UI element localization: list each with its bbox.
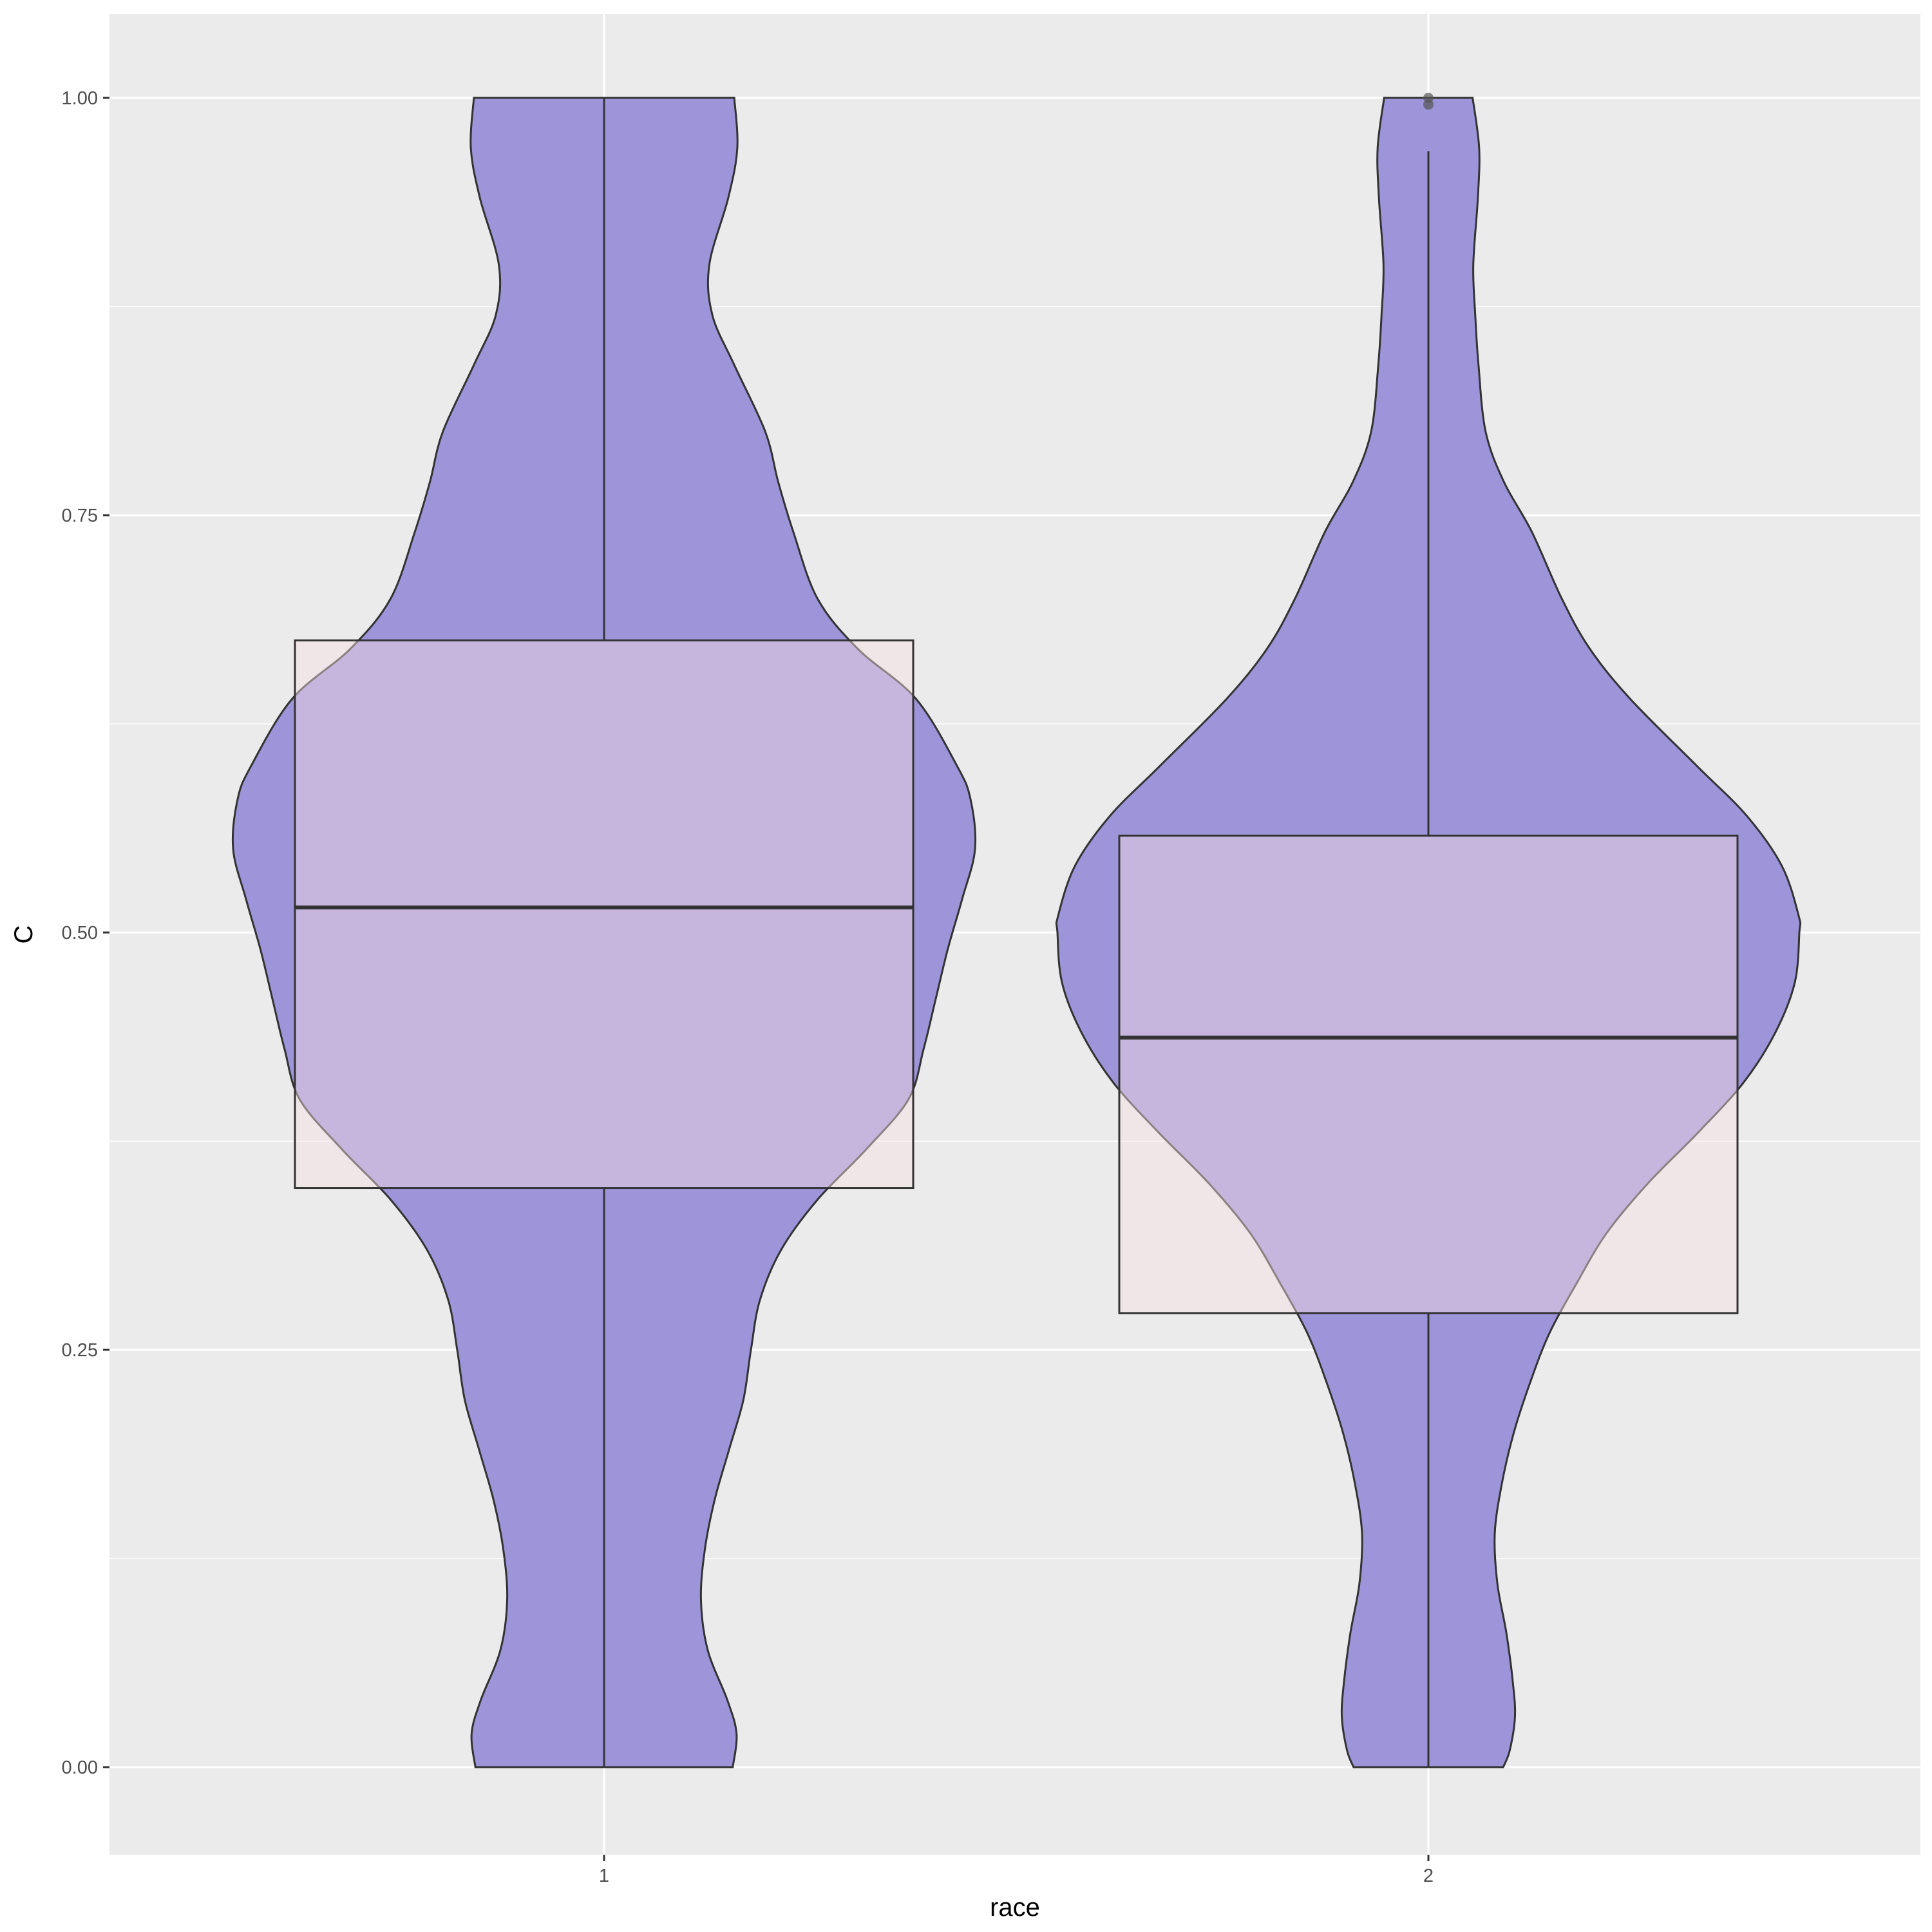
y-axis: 0.00 0.25 0.50 0.75 1.00 (62, 88, 109, 1778)
outlier-point (1423, 93, 1434, 103)
box-2 (1118, 835, 1739, 1314)
y-tick-label: 0.00 (62, 1757, 98, 1778)
y-tick-label: 0.75 (62, 506, 98, 526)
y-tick-label: 0.50 (62, 923, 98, 943)
x-tick-label: 2 (1423, 1866, 1434, 1886)
y-tick-label: 0.25 (62, 1340, 98, 1361)
violins (231, 97, 1802, 1768)
x-axis-title: race (990, 1893, 1040, 1922)
x-tick-label: 1 (599, 1866, 609, 1886)
boxplots (294, 93, 1739, 1767)
box-1 (294, 639, 914, 1189)
y-tick-label: 1.00 (62, 88, 98, 109)
violin-1 (231, 97, 977, 1768)
y-axis-title: C (10, 925, 38, 944)
violin-2 (1055, 97, 1802, 1768)
